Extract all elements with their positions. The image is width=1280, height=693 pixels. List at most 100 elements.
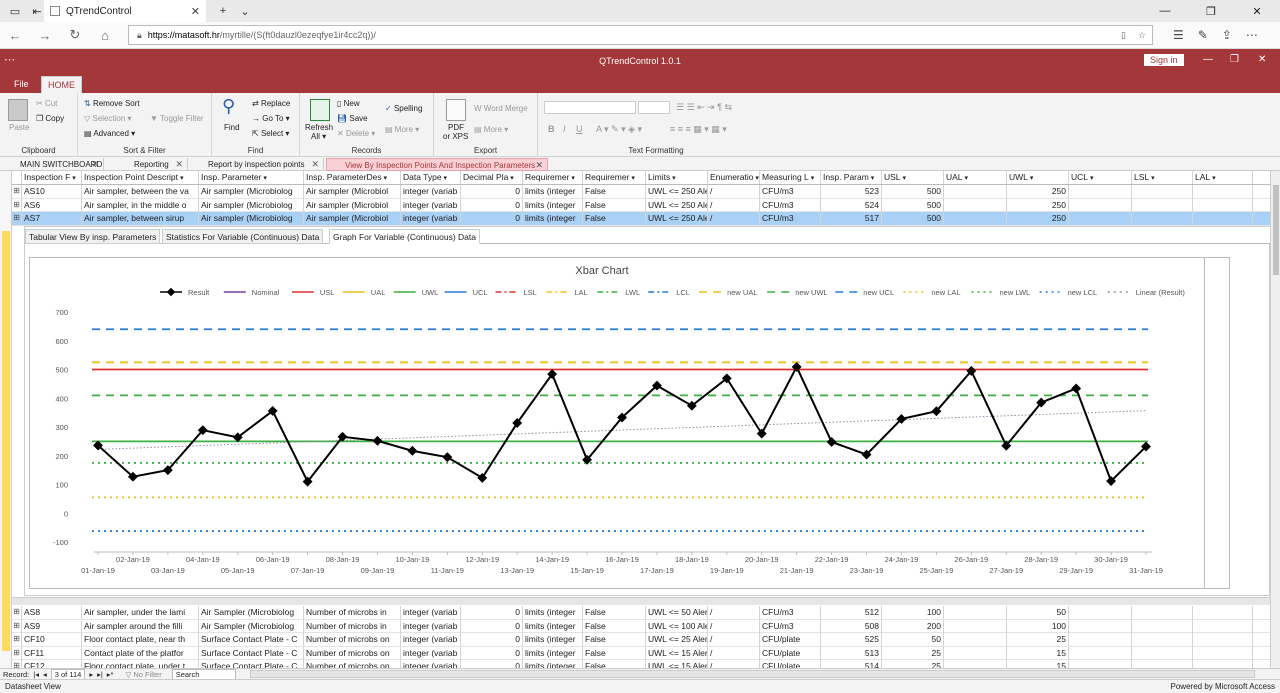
more-records-button[interactable]: ▤ More ▾ bbox=[385, 125, 420, 134]
tab-statistics[interactable]: Statistics For Variable (Continuous) Dat… bbox=[162, 229, 324, 244]
grid-cell[interactable]: / bbox=[708, 185, 760, 198]
column-header[interactable]: Insp. Parameter ▾ bbox=[199, 171, 304, 184]
prev-record-icon[interactable]: ◂ bbox=[42, 669, 47, 679]
navigation-pane-strip[interactable] bbox=[0, 171, 12, 668]
table-row[interactable]: ⊞ CF11 Contact plate of the platfor Surface… bbox=[12, 646, 1270, 660]
grid-cell[interactable] bbox=[1193, 198, 1253, 212]
grid-cell[interactable]: integer (variab bbox=[401, 660, 461, 673]
grid-cell[interactable]: AS8 bbox=[22, 606, 82, 619]
grid-cell[interactable]: / bbox=[708, 198, 760, 212]
column-header[interactable]: Insp. ParameterDes ▾ bbox=[304, 171, 401, 184]
reading-view-icon[interactable]: ▯ bbox=[1120, 29, 1126, 40]
column-header[interactable]: Requiremer ▾ bbox=[583, 171, 646, 184]
grid-cell[interactable]: CFU/m3 bbox=[760, 198, 821, 212]
more-export-button[interactable]: ▤ More ▾ bbox=[474, 125, 509, 134]
share-icon[interactable]: ⇪ bbox=[1221, 28, 1232, 42]
grid-cell[interactable]: integer (variab bbox=[401, 646, 461, 660]
list-icon[interactable]: ☰ ☰ ⇤ ⇥ ¶ ⇆ bbox=[676, 102, 733, 112]
grid-cell[interactable]: Number of microbs in bbox=[304, 606, 401, 619]
grid-cell[interactable]: UWL <= 250 Ale bbox=[648, 198, 708, 212]
font-size-select[interactable] bbox=[638, 101, 670, 114]
close-icon[interactable]: ✕ bbox=[535, 160, 543, 170]
grid-cell[interactable]: UWL <= 15 Aler bbox=[648, 660, 708, 673]
expand-row-icon[interactable]: ⊞ bbox=[12, 212, 22, 225]
grid-cell[interactable]: CFU/plate bbox=[760, 633, 821, 646]
grid-cell[interactable]: 25 bbox=[1007, 633, 1069, 646]
grid-cell[interactable]: limits (integer bbox=[523, 198, 583, 212]
more-icon[interactable]: ⋯ bbox=[1245, 28, 1258, 42]
grid-cell[interactable] bbox=[1069, 185, 1132, 198]
grid-cell[interactable] bbox=[1132, 185, 1193, 198]
last-record-icon[interactable]: ▸| bbox=[97, 669, 103, 679]
goto-button[interactable]: → Go To ▾ bbox=[252, 114, 290, 123]
grid-cell[interactable]: UWL <= 100 Ale bbox=[648, 619, 708, 633]
grid-cell[interactable]: integer (variab bbox=[401, 606, 461, 619]
tab-tabular-view[interactable]: Tabular View By insp. Parameters bbox=[25, 229, 161, 244]
grid-cell[interactable]: CFU/plate bbox=[760, 660, 821, 673]
new-record-icon[interactable]: ▸* bbox=[106, 669, 114, 679]
grid-cell[interactable]: 250 bbox=[1007, 185, 1069, 198]
refresh-icon[interactable]: ↻ bbox=[69, 27, 81, 42]
grid-cell[interactable]: 514 bbox=[821, 660, 882, 673]
next-record-icon[interactable]: ▸ bbox=[89, 669, 94, 679]
expand-row-icon[interactable]: ⊞ bbox=[12, 185, 22, 198]
refresh-all-button[interactable]: Refresh bbox=[305, 123, 334, 132]
grid-cell[interactable] bbox=[1069, 212, 1132, 225]
grid-cell[interactable]: 513 bbox=[821, 646, 882, 660]
sign-in-button[interactable]: Sign in bbox=[1144, 54, 1184, 66]
column-header[interactable]: Data Type ▾ bbox=[401, 171, 461, 184]
grid-cell[interactable] bbox=[1132, 212, 1193, 225]
grid-cell[interactable] bbox=[1069, 646, 1132, 660]
grid-cell[interactable]: 0 bbox=[461, 198, 523, 212]
doc-tab-main-switchboard[interactable]: MAIN SWITCHBOARD ✕ bbox=[2, 158, 104, 171]
grid-cell[interactable] bbox=[944, 212, 1007, 225]
grid-cell[interactable] bbox=[1069, 633, 1132, 646]
grid-cell[interactable]: Air sampler (Microbiolog bbox=[199, 212, 304, 225]
grid-cell[interactable]: CFU/plate bbox=[760, 646, 821, 660]
scrollbar-thumb[interactable] bbox=[1273, 185, 1279, 275]
grid-cell[interactable]: 250 bbox=[1007, 198, 1069, 212]
grid-cell[interactable]: 524 bbox=[821, 198, 882, 212]
grid-cell[interactable]: UWL <= 50 Aler bbox=[648, 606, 708, 619]
grid-cell[interactable]: / bbox=[708, 646, 760, 660]
grid-cell[interactable]: Number of microbs on bbox=[304, 660, 401, 673]
grid-cell[interactable]: / bbox=[708, 633, 760, 646]
grid-cell[interactable]: integer (variab bbox=[401, 212, 461, 225]
close-icon[interactable]: ✕ bbox=[175, 159, 183, 169]
grid-cell[interactable]: Air sampler, between the va bbox=[82, 185, 199, 198]
paste-icon[interactable] bbox=[8, 99, 28, 121]
grid-cell[interactable]: 0 bbox=[461, 212, 523, 225]
replace-button[interactable]: ⇄ Replace bbox=[252, 99, 291, 108]
grid-cell[interactable]: limits (integer bbox=[523, 606, 583, 619]
grid-cell[interactable]: UWL <= 250 Ale bbox=[648, 212, 708, 225]
expand-row-icon[interactable]: ⊞ bbox=[12, 660, 22, 673]
first-record-icon[interactable]: |◂ bbox=[33, 669, 39, 679]
grid-cell[interactable]: limits (integer bbox=[523, 646, 583, 660]
grid-cell[interactable]: 25 bbox=[882, 660, 944, 673]
expand-row-icon[interactable]: ⊞ bbox=[12, 646, 22, 660]
grid-cell[interactable]: limits (integer bbox=[523, 619, 583, 633]
italic-icon[interactable]: I bbox=[563, 124, 566, 134]
column-header[interactable]: LAL ▾ bbox=[1193, 171, 1253, 184]
grid-cell[interactable] bbox=[1132, 619, 1193, 633]
restore-icon[interactable]: ❐ bbox=[1206, 5, 1216, 18]
grid-cell[interactable]: 500 bbox=[882, 212, 944, 225]
grid-cell[interactable]: CF12 bbox=[22, 660, 82, 673]
grid-cell[interactable]: 0 bbox=[461, 185, 523, 198]
font-color-icon[interactable]: A ▾ ✎ ▾ ◈ ▾ bbox=[596, 124, 643, 134]
font-name-select[interactable] bbox=[544, 101, 636, 114]
back-tabs-icon[interactable]: ⇤ bbox=[32, 5, 42, 18]
favorite-star-icon[interactable]: ☆ bbox=[1137, 29, 1146, 40]
grid-cell[interactable]: False bbox=[583, 660, 646, 673]
forward-icon[interactable]: → bbox=[38, 27, 52, 43]
grid-cell[interactable] bbox=[1132, 660, 1193, 673]
grid-cell[interactable]: 512 bbox=[821, 606, 882, 619]
grid-cell[interactable]: 50 bbox=[1007, 606, 1069, 619]
column-header[interactable]: USL ▾ bbox=[882, 171, 944, 184]
pen-icon[interactable]: ✎ bbox=[1197, 28, 1208, 42]
grid-cell[interactable]: 0 bbox=[461, 660, 523, 673]
grid-cell[interactable]: 0 bbox=[461, 619, 523, 633]
doc-tab-reporting[interactable]: Reporting ✕ bbox=[116, 158, 188, 171]
grid-cell[interactable]: 15 bbox=[1007, 660, 1069, 673]
table-row[interactable]: ⊞ AS8 Air sampler, under the lami Air Sampl… bbox=[12, 606, 1270, 620]
